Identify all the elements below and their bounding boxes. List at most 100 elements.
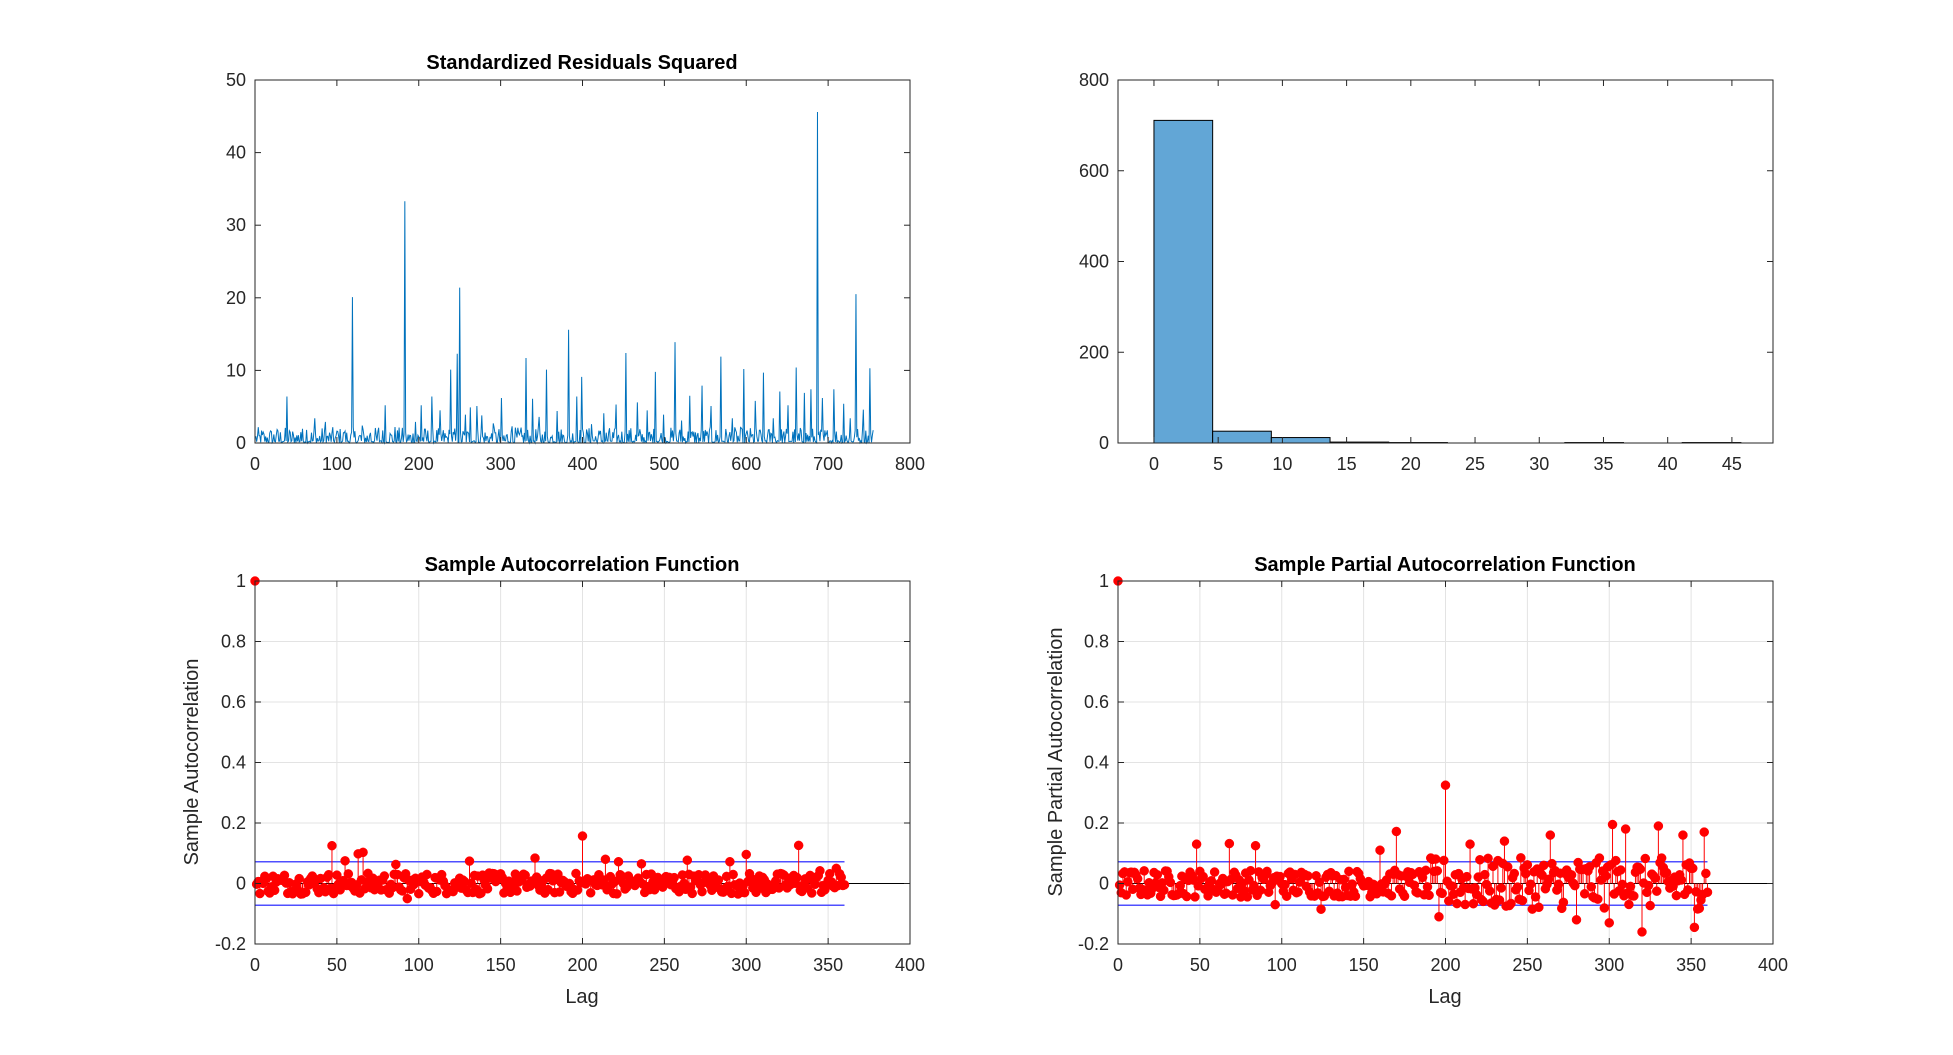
acf-x-axis-label: Lag (565, 986, 598, 1008)
x-tick-label: 20 (1401, 454, 1421, 474)
stem-marker (402, 893, 413, 904)
pacf-stems (1113, 576, 1773, 937)
stem-marker (687, 888, 697, 899)
stem-marker (1316, 904, 1326, 914)
residuals-marks (255, 111, 874, 445)
x-tick-label: 400 (567, 454, 597, 474)
x-tick-label: 150 (486, 955, 516, 975)
stem-marker (1699, 827, 1709, 837)
x-tick-label: 300 (731, 955, 761, 975)
stem-marker (1478, 896, 1488, 907)
stem-marker (1645, 900, 1655, 911)
stem-marker (1314, 877, 1325, 887)
stem-marker (1637, 927, 1647, 937)
x-tick-label: 700 (813, 454, 843, 474)
y-tick-label: 0.6 (221, 692, 246, 712)
stem-marker (1678, 830, 1688, 840)
x-tick-label: 500 (649, 454, 679, 474)
stem-marker (1132, 873, 1143, 884)
y-tick-label: 50 (226, 70, 246, 90)
y-tick-label: 200 (1079, 342, 1109, 362)
stem-marker (1656, 853, 1667, 863)
stem-marker (1422, 882, 1433, 892)
stem-marker (1604, 918, 1614, 928)
stem-marker (255, 888, 265, 899)
y-tick-label: 1 (1099, 571, 1109, 591)
y-tick-label: -0.2 (1078, 934, 1109, 954)
histogram-bar (1270, 437, 1331, 444)
x-tick-label: 350 (1676, 955, 1706, 975)
pacf-panel: Sample Partial Autocorrelation Function … (1045, 554, 1788, 1008)
stem-marker (1255, 885, 1266, 895)
stem-marker (1676, 875, 1687, 885)
stem-marker (1475, 855, 1485, 865)
y-tick-label: 0.4 (221, 753, 246, 773)
stem-marker (1249, 880, 1259, 891)
stem-marker (1683, 885, 1693, 895)
stem-marker (414, 888, 424, 899)
stem-marker (1617, 879, 1628, 890)
stem-marker (554, 887, 565, 897)
stem-marker (1206, 876, 1217, 886)
stem-marker (1516, 853, 1526, 863)
stem-marker (1165, 877, 1176, 888)
x-tick-label: 10 (1272, 454, 1292, 474)
pacf-y-axis-label: Sample Partial Autocorrelation (1045, 627, 1067, 896)
x-tick-label: 600 (731, 454, 761, 474)
stem-marker (585, 888, 596, 898)
stem-marker (1250, 840, 1261, 851)
stem-marker (340, 856, 350, 866)
stem-marker (397, 886, 408, 896)
stem-marker (1483, 853, 1493, 864)
stem-marker (269, 885, 280, 896)
acf-y-ticks: -0.2 0 0.2 0.4 0.6 0.8 1 (215, 571, 910, 954)
stem-marker (1671, 890, 1682, 901)
stem-marker (530, 853, 540, 863)
stem-marker (520, 870, 530, 880)
stem-marker (1198, 871, 1208, 882)
stem-marker (1625, 881, 1636, 892)
stem-marker (1689, 922, 1700, 933)
stem-marker (1339, 874, 1349, 885)
stem-marker (1452, 898, 1462, 909)
pacf-title: Sample Partial Autocorrelation Function (1254, 554, 1636, 576)
stem-marker (1640, 853, 1651, 864)
stem-marker (553, 869, 563, 879)
stem-marker (1534, 902, 1544, 913)
stem-marker (358, 847, 368, 858)
stem-marker (1530, 892, 1541, 902)
stem-marker (1293, 887, 1303, 897)
pacf-x-ticks: 0 50 100 150 200 250 300 350 400 (1113, 581, 1788, 975)
stem-marker (600, 854, 611, 865)
acf-panel: Sample Autocorrelation Function 0 50 100 15… (181, 554, 925, 1008)
stem-marker (1139, 866, 1149, 876)
stem-marker (1424, 890, 1434, 901)
y-tick-label: 0.4 (1084, 753, 1109, 773)
stem-marker (1303, 871, 1313, 881)
stem-marker (1694, 903, 1705, 914)
stem-marker (1480, 869, 1490, 880)
stem-marker (1465, 839, 1475, 849)
stem-marker (1553, 879, 1564, 890)
y-tick-label: 0.2 (221, 813, 246, 833)
x-tick-label: 0 (250, 955, 260, 975)
y-tick-label: 0 (236, 874, 246, 894)
stem-marker (1434, 912, 1444, 922)
residuals-series-line (255, 111, 874, 445)
stem-marker (1182, 891, 1192, 902)
stem-marker (1522, 860, 1533, 870)
x-tick-label: 300 (486, 454, 516, 474)
stem-marker (739, 887, 750, 898)
stem-marker (1391, 826, 1402, 837)
x-tick-label: 100 (404, 955, 434, 975)
x-tick-label: 0 (1113, 955, 1123, 975)
x-tick-label: 200 (404, 454, 434, 474)
acf-title: Sample Autocorrelation Function (425, 554, 740, 576)
stem-marker (1620, 824, 1631, 834)
stem-marker (1440, 780, 1451, 790)
stem-marker (1688, 863, 1698, 874)
stem-marker (1615, 865, 1626, 875)
histogram-y-ticks: 0 200 400 600 800 (1079, 70, 1773, 453)
residuals-y-ticks: 0 10 20 30 40 50 (226, 70, 910, 453)
residuals-panel: Standardized Residuals Squared 0 100 200 30… (226, 52, 925, 474)
